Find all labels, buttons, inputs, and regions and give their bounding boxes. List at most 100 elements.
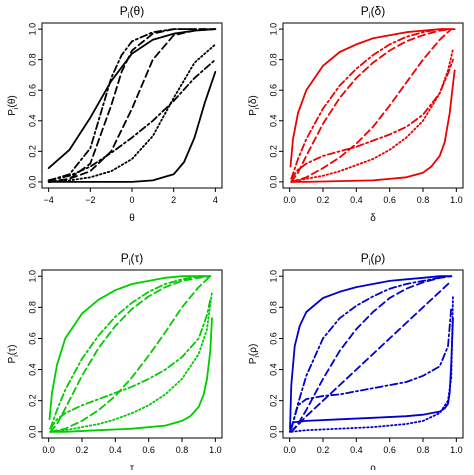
chart-panel: 0.0 0.2 0.4 0.6 0.8 1.00.00.20.40.60.81.0Pi(ρ… (248, 251, 464, 474)
x-axis-label: δ (370, 213, 376, 224)
series-line-dashed (49, 275, 212, 433)
x-tick-label: 0.4 (350, 445, 363, 455)
series-group (289, 28, 456, 183)
series-line-dashdot (47, 28, 217, 182)
y-tick-label: 0.4 (27, 363, 37, 376)
x-tick-label: 0.4 (350, 195, 363, 205)
series-line-dashed (290, 28, 453, 183)
ylabel-subscript: i (254, 356, 261, 358)
series-group (288, 275, 454, 433)
y-tick-label: 0.8 (268, 53, 278, 66)
y-tick-label: 0.8 (27, 301, 37, 314)
y-tick-label: 0.4 (27, 115, 37, 128)
ylabel-argument: (ρ) (248, 344, 259, 356)
series-line-solid (47, 28, 217, 169)
x-tick-label: 2 (171, 195, 176, 205)
series-line-dashed (290, 280, 453, 433)
title-subscript: i (369, 258, 371, 267)
series-line-solid (289, 28, 456, 168)
x-axis-label: θ (129, 213, 135, 224)
series-line-solid (289, 275, 453, 430)
chart-panel: 0.0 0.2 0.4 0.6 0.8 1.00.00.20.40.60.81.0Pi(δ… (248, 4, 464, 224)
y-tick-label: 1.0 (268, 23, 278, 36)
y-tick-label: 0.6 (27, 84, 37, 97)
y-axis-label: Pi(ρ) (248, 344, 261, 365)
x-tick-label: 1.0 (209, 445, 222, 455)
series-line-dashed (290, 275, 453, 433)
y-tick-label: 1.0 (27, 270, 37, 283)
plot-frame (282, 22, 464, 189)
x-tick-label: 0.8 (417, 195, 430, 205)
series-line-solid (288, 317, 454, 433)
series-line-solid (49, 317, 213, 433)
x-tick-label: 0.0 (42, 445, 55, 455)
x-tick-label: 0.2 (317, 195, 330, 205)
y-tick-label: 0.8 (27, 53, 37, 66)
title-main: P (361, 251, 369, 265)
x-tick-label: 0.4 (109, 445, 122, 455)
series-line-dashed (49, 275, 212, 433)
y-tick-label: 0.0 (27, 176, 37, 189)
y-tick-label: 0.8 (268, 301, 278, 314)
series-line-solid (48, 275, 212, 421)
y-tick-label: 1.0 (27, 23, 37, 36)
ylabel-subscript: i (13, 107, 20, 109)
series-line-dashdot (290, 306, 453, 430)
x-tick-label: 0.2 (317, 445, 330, 455)
x-tick-label: −4 (44, 195, 54, 205)
series-line-dotted (290, 48, 454, 183)
y-tick-label: 0.4 (268, 115, 278, 128)
title-main: P (121, 251, 129, 265)
title-argument: (ρ) (370, 251, 385, 265)
series-line-dashed (290, 28, 453, 183)
y-axis-label: Pi(θ) (7, 95, 20, 115)
title-argument: (τ) (131, 251, 144, 265)
y-tick-label: 0.0 (268, 176, 278, 189)
y-tick-label: 0.0 (268, 426, 278, 439)
y-tick-label: 0.0 (27, 426, 37, 439)
ylabel-main: P (7, 109, 18, 116)
y-tick-label: 0.2 (27, 394, 37, 407)
plot-frame (41, 22, 223, 189)
y-axis-label: Pi(τ) (7, 345, 20, 364)
panel-title: Pi(τ) (121, 251, 144, 267)
x-tick-label: 0.6 (383, 195, 396, 205)
series-line-solid (290, 69, 456, 183)
chart-panel: −4 −2 0 2 40.00.20.40.60.81.0Pi(θ)θPi(θ) (7, 4, 223, 224)
series-group (47, 28, 217, 183)
plot-frame (282, 269, 464, 439)
ylabel-main: P (7, 356, 18, 363)
series-line-dashdot (290, 275, 453, 430)
panel-title: Pi(θ) (120, 4, 144, 20)
plot-frame (41, 269, 223, 439)
ylabel-subscript: i (254, 107, 261, 109)
title-main: P (361, 4, 369, 18)
ylabel-argument: (τ) (7, 345, 18, 356)
x-tick-label: 4 (213, 195, 218, 205)
y-tick-label: 0.6 (268, 84, 278, 97)
panel-title: Pi(ρ) (361, 251, 386, 267)
title-subscript: i (128, 11, 130, 20)
chart-panel: 0.0 0.2 0.4 0.6 0.8 1.00.00.20.40.60.81.0Pi(τ… (7, 251, 223, 474)
title-subscript: i (369, 11, 371, 20)
ylabel-argument: (θ) (7, 95, 18, 107)
x-tick-label: 0.2 (76, 445, 89, 455)
x-tick-label: 0 (129, 195, 134, 205)
title-main: P (120, 4, 128, 18)
title-subscript: i (129, 258, 131, 267)
x-tick-label: 0.0 (283, 195, 296, 205)
x-tick-label: 1.0 (450, 445, 463, 455)
y-tick-label: 0.2 (268, 394, 278, 407)
y-tick-label: 0.6 (268, 332, 278, 345)
x-axis-label: τ (130, 463, 134, 470)
title-argument: (θ) (130, 4, 145, 18)
y-axis-label: Pi(δ) (248, 95, 261, 115)
series-group (48, 275, 213, 433)
series-line-dashdot (49, 275, 212, 430)
x-tick-label: 0.0 (283, 445, 296, 455)
ylabel-main: P (248, 357, 259, 364)
series-line-dotted (290, 294, 454, 433)
series-line-dotted (47, 43, 217, 183)
